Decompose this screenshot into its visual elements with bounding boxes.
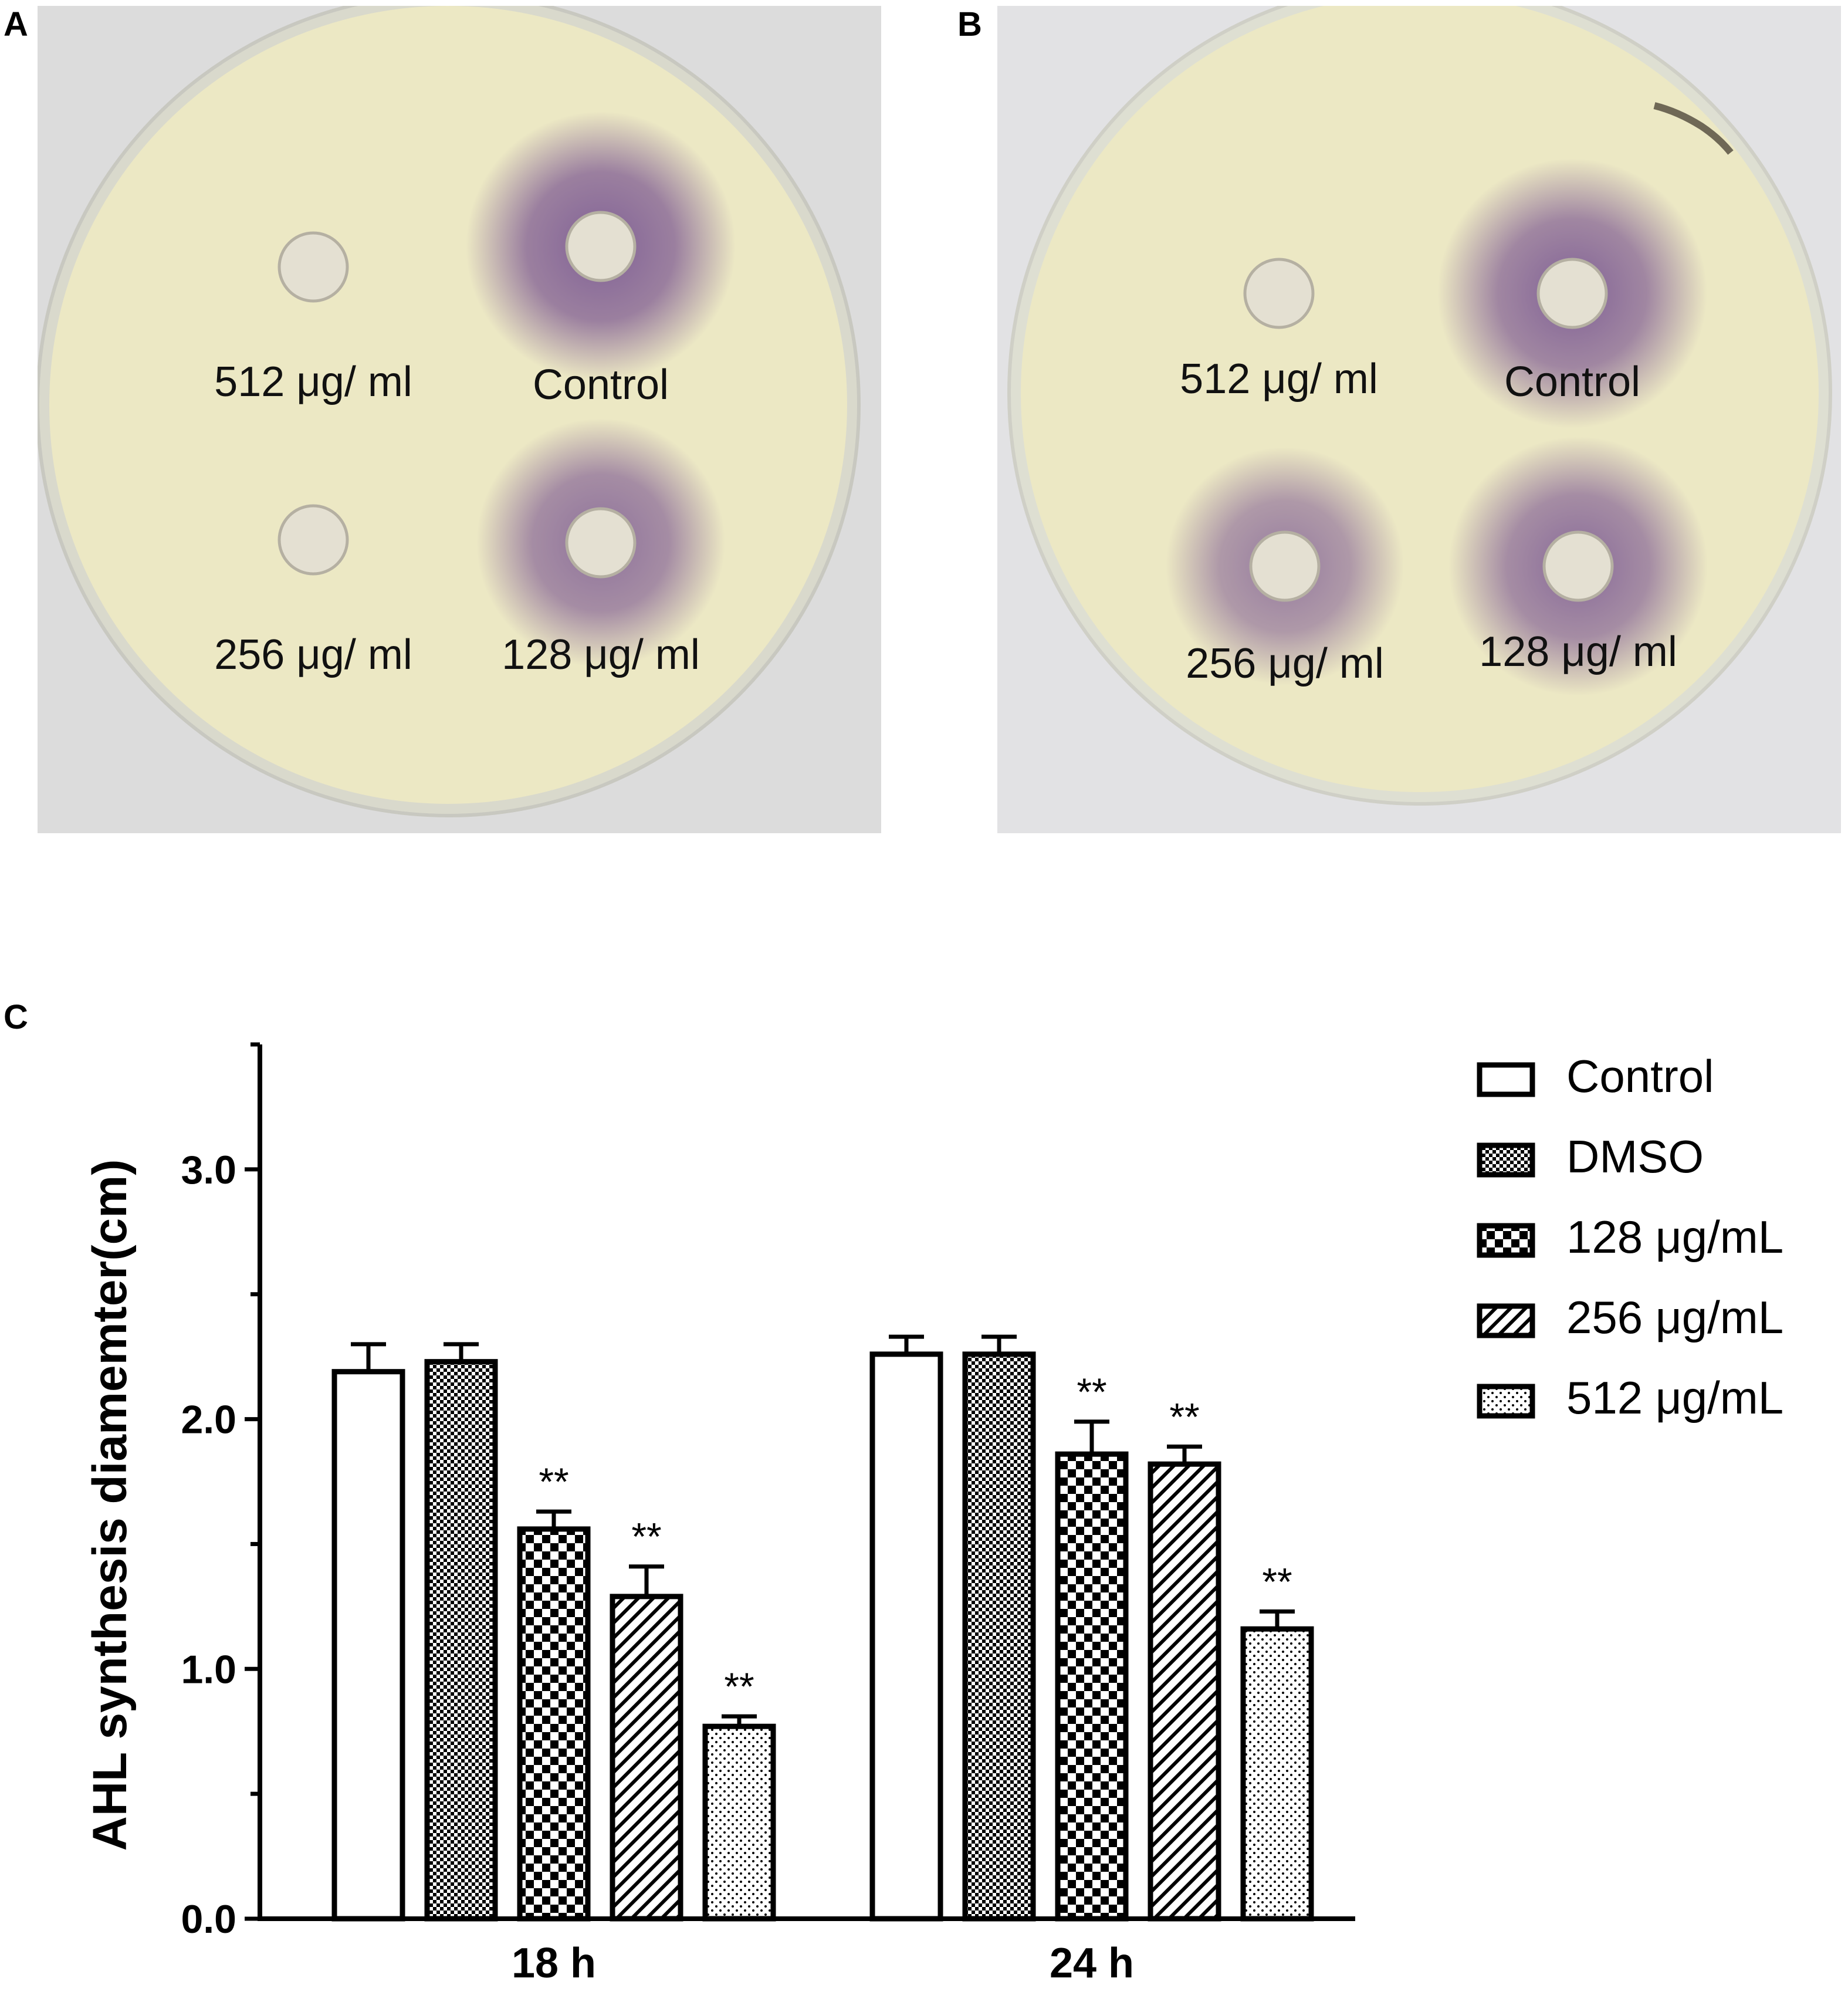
x-category-label: 24 h	[1050, 1940, 1134, 1987]
agar-well	[1249, 530, 1321, 602]
legend-swatch	[1477, 1303, 1535, 1338]
panel-letter-a: A	[4, 5, 28, 43]
panel-letter-b: B	[957, 5, 982, 43]
well-label: 512 μg/ ml	[214, 359, 412, 405]
well-label: Control	[533, 361, 669, 408]
significance-marker: **	[1169, 1395, 1199, 1438]
significance-marker: **	[724, 1665, 754, 1708]
significance-marker: **	[1262, 1560, 1292, 1603]
y-tick-label: 1.0	[181, 1647, 236, 1692]
bar	[869, 1351, 943, 1922]
dish-agar	[49, 6, 847, 804]
legend-label: Control	[1566, 1050, 1714, 1102]
well-label: 256 μg/ ml	[214, 631, 412, 678]
y-axis-label: AHL synthesis diamemter(cm)	[83, 1159, 137, 1851]
well-label: 128 μg/ ml	[1479, 628, 1677, 675]
well-label: 128 μg/ ml	[502, 631, 700, 678]
petri-dish-photo-a: 512 μg/ ml Control 256 μg/ ml 128 μg/ ml	[38, 6, 881, 833]
petri-dish-photo-b: 512 μg/ ml Control 256 μg/ ml 128 μg/ ml	[997, 6, 1841, 833]
y-tick-label: 0.0	[181, 1897, 236, 1942]
legend-swatch	[1477, 1384, 1535, 1419]
well-label: 256 μg/ ml	[1186, 640, 1384, 687]
agar-well	[277, 504, 349, 576]
agar-well	[277, 231, 349, 303]
legend-label: 128 μg/mL	[1566, 1211, 1783, 1263]
legend-swatch	[1477, 1142, 1535, 1178]
legend-label: DMSO	[1566, 1131, 1704, 1182]
bar	[331, 1369, 405, 1922]
bar	[702, 1723, 776, 1922]
bar	[962, 1351, 1036, 1922]
agar-well	[1243, 258, 1315, 329]
significance-marker: **	[539, 1460, 568, 1503]
significance-marker: **	[1077, 1370, 1106, 1414]
y-tick-label: 3.0	[181, 1148, 236, 1192]
well-label: Control	[1504, 359, 1640, 405]
agar-well	[1542, 530, 1614, 602]
well-label: 512 μg/ ml	[1180, 356, 1378, 403]
agar-well	[565, 211, 637, 282]
panel-letter-c: C	[4, 998, 28, 1036]
marker-smudge	[1653, 102, 1734, 155]
bar	[610, 1594, 683, 1922]
bar	[1055, 1451, 1129, 1922]
legend-swatch	[1477, 1223, 1535, 1258]
legend-label: 512 μg/mL	[1566, 1372, 1783, 1423]
x-category-label: 18 h	[512, 1940, 596, 1987]
bar	[517, 1526, 591, 1922]
legend-swatch	[1477, 1062, 1535, 1097]
agar-well	[565, 507, 637, 579]
bar	[1148, 1461, 1221, 1922]
agar-well	[1536, 258, 1608, 329]
bar-chart: 0.0 1.0 2.0 3.0 AHL synthesis diamemter(cm) *…	[83, 1042, 1783, 1987]
y-tick-label: 2.0	[181, 1398, 236, 1442]
bar	[424, 1359, 498, 1922]
bar	[1240, 1626, 1314, 1922]
significance-marker: **	[631, 1515, 661, 1558]
legend-label: 256 μg/mL	[1566, 1291, 1783, 1343]
